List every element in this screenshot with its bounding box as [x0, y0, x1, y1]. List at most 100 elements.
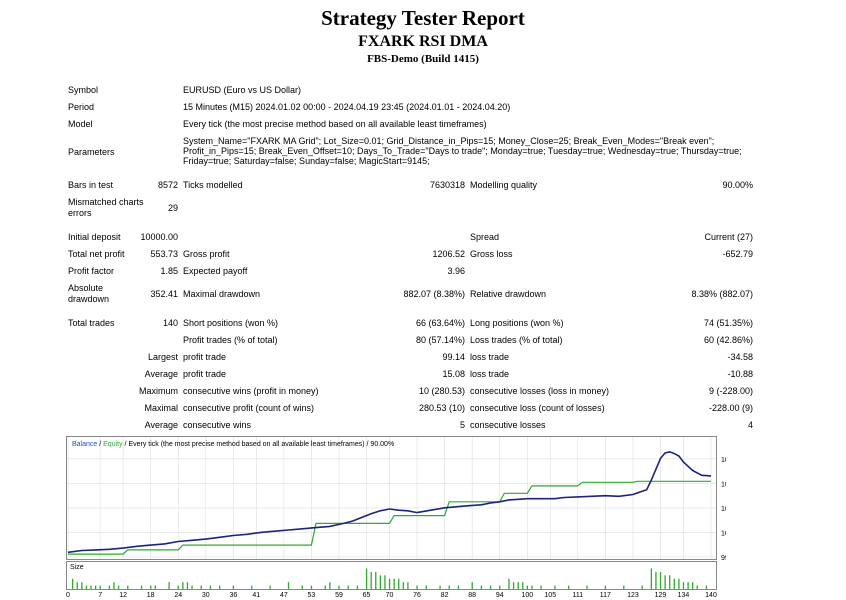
- size-bar: [416, 585, 418, 589]
- maximal-profit-value: 280.53 (10): [418, 403, 465, 413]
- chart-legend: Balance / Equity / Every tick (the most …: [72, 441, 394, 448]
- size-bar: [659, 571, 662, 589]
- size-bar: [113, 582, 115, 589]
- ltrades-label: Loss trades (% of total): [470, 335, 563, 345]
- size-bar: [393, 578, 395, 589]
- quality-label: Modelling quality: [470, 180, 538, 190]
- absdd-label: Absolute drawdown: [68, 283, 110, 304]
- mismatch-value: 29: [167, 203, 178, 213]
- parameters-value: System_Name="FXARK MA Grid"; Lot_Size=0.…: [183, 136, 742, 166]
- bars-value: 8572: [157, 180, 178, 190]
- x-tick-label: 24: [174, 592, 182, 599]
- average-loss-value: -10.88: [727, 369, 753, 379]
- size-bars: [71, 568, 708, 589]
- avg-losses-value: 4: [747, 420, 753, 430]
- x-tick-label: 82: [441, 592, 449, 599]
- size-bar: [499, 585, 501, 589]
- size-bar: [522, 582, 524, 589]
- y-tick-label: 9961: [721, 555, 726, 562]
- size-bar: [384, 575, 386, 589]
- legend-balance: Balance: [72, 441, 97, 448]
- size-bar: [669, 575, 671, 589]
- maximal-loss-value: -228.00 (9): [708, 403, 753, 413]
- x-tick-label: 30: [202, 592, 210, 599]
- spread-label: Spread: [470, 232, 500, 242]
- pf-label: Profit factor: [68, 266, 115, 276]
- x-tick-label: 94: [496, 592, 504, 599]
- size-bar: [365, 568, 368, 589]
- x-tick-label: 59: [335, 592, 343, 599]
- size-bar: [664, 575, 666, 589]
- max-losses-label: consecutive losses (loss in money): [470, 386, 610, 396]
- y-tick-label: 10165: [721, 530, 726, 537]
- x-tick-label: 70: [386, 592, 394, 599]
- size-bar: [150, 585, 152, 589]
- grossloss-value: -652.79: [722, 249, 753, 259]
- x-tick-label: 76: [413, 592, 421, 599]
- x-tick-label: 111: [572, 592, 583, 599]
- avg2-label: Average: [144, 420, 178, 430]
- x-axis-labels: 0 7 12 18 24 30 36 41 47 53 59 65 70 76 82 88 94 100 105 11…: [66, 592, 717, 599]
- average-profit-label: profit trade: [183, 369, 227, 379]
- size-bar: [338, 585, 340, 589]
- maximal-loss-label: consecutive loss (count of losses): [470, 403, 605, 413]
- size-bar: [287, 582, 290, 589]
- balance-line: [67, 450, 712, 554]
- main-plot-frame: [66, 436, 717, 560]
- size-bar: [471, 582, 473, 589]
- x-tick-label: 7: [98, 592, 102, 599]
- avg-wins-label: consecutive wins: [183, 420, 252, 430]
- y-axis-labels: 9961 10165 10369 10573 10777: [721, 457, 726, 562]
- grossprofit-value: 1206.52: [432, 249, 465, 259]
- size-bar: [209, 585, 212, 589]
- size-bar: [623, 585, 625, 589]
- size-bar: [457, 585, 460, 589]
- pf-value: 1.85: [160, 266, 178, 276]
- max-wins-label: consecutive wins (profit in money): [183, 386, 319, 396]
- largest-loss-label: loss trade: [470, 352, 510, 362]
- size-bar: [439, 585, 441, 589]
- report-title: Strategy Tester Report: [321, 6, 525, 30]
- size-bar: [140, 585, 143, 589]
- size-bar: [388, 578, 391, 589]
- x-tick-label: 41: [252, 592, 260, 599]
- deposit-value: 10000.00: [140, 232, 178, 242]
- size-bar: [402, 582, 404, 589]
- spread-value: Current (27): [704, 232, 753, 242]
- size-bar: [218, 585, 221, 589]
- size-bar: [508, 578, 510, 589]
- ptrades-label: Profit trades (% of total): [183, 335, 278, 345]
- x-tick-label: 88: [468, 592, 476, 599]
- size-bar: [655, 571, 657, 589]
- parameters-label: Parameters: [68, 147, 115, 157]
- x-tick-label: 18: [147, 592, 155, 599]
- symbol-value: EURUSD (Euro vs US Dollar): [183, 85, 302, 95]
- size-bar: [329, 582, 331, 589]
- largest-label: Largest: [147, 352, 178, 362]
- size-bar: [692, 582, 694, 589]
- payoff-value: 3.96: [447, 266, 465, 276]
- model-label: Model: [68, 119, 93, 129]
- avg-wins-value: 5: [459, 420, 465, 430]
- size-bar: [94, 585, 97, 589]
- size-bar: [117, 585, 120, 589]
- x-tick-label: 134: [678, 592, 690, 599]
- grossprofit-label: Gross profit: [183, 249, 230, 259]
- long-label: Long positions (won %): [470, 318, 564, 328]
- size-bar: [269, 585, 271, 589]
- x-tick-label: 117: [600, 592, 611, 599]
- size-bar: [71, 578, 74, 589]
- x-tick-label: 36: [229, 592, 237, 599]
- model-value: Every tick (the most precise method base…: [183, 119, 487, 129]
- size-plot-frame: [66, 561, 717, 590]
- period-value: 15 Minutes (M15) 2024.01.02 00:00 - 2024…: [183, 102, 511, 112]
- netprofit-label: Total net profit: [68, 249, 125, 259]
- average-label: Average: [144, 369, 178, 379]
- legend-description: / Every tick (the most precise method ba…: [123, 441, 395, 448]
- size-bar: [375, 571, 377, 589]
- size-bar: [641, 585, 643, 589]
- absdd-value: 352.41: [150, 289, 178, 299]
- maxdd-value: 882.07 (8.38%): [403, 289, 465, 299]
- payoff-label: Expected payoff: [183, 266, 248, 276]
- ltrades-value: 60 (42.86%): [703, 335, 753, 345]
